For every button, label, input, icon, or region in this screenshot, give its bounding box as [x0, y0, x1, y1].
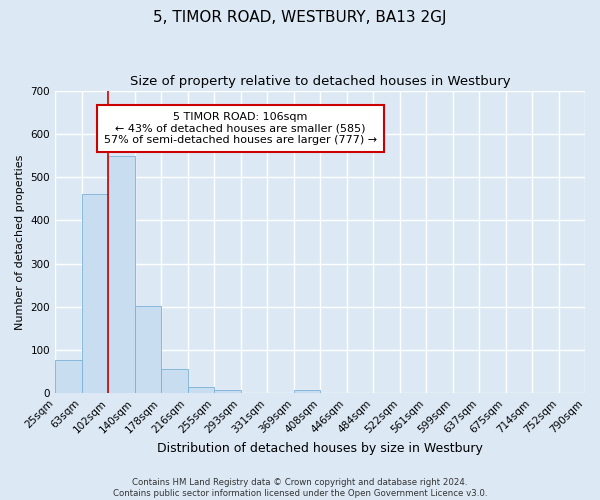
Bar [55, 360, 82, 394]
X-axis label: Distribution of detached houses by size in Westbury: Distribution of detached houses by size … [157, 442, 483, 455]
Bar [214, 390, 241, 394]
Bar [108, 156, 134, 394]
Bar [293, 390, 320, 394]
Text: 5, TIMOR ROAD, WESTBURY, BA13 2GJ: 5, TIMOR ROAD, WESTBURY, BA13 2GJ [153, 10, 447, 25]
Bar [134, 306, 161, 394]
Title: Size of property relative to detached houses in Westbury: Size of property relative to detached ho… [130, 75, 511, 88]
Text: Contains HM Land Registry data © Crown copyright and database right 2024.
Contai: Contains HM Land Registry data © Crown c… [113, 478, 487, 498]
Y-axis label: Number of detached properties: Number of detached properties [15, 154, 25, 330]
Bar [161, 368, 188, 394]
Text: 5 TIMOR ROAD: 106sqm
← 43% of detached houses are smaller (585)
57% of semi-deta: 5 TIMOR ROAD: 106sqm ← 43% of detached h… [104, 112, 377, 145]
Bar [82, 194, 108, 394]
Bar [188, 387, 214, 394]
